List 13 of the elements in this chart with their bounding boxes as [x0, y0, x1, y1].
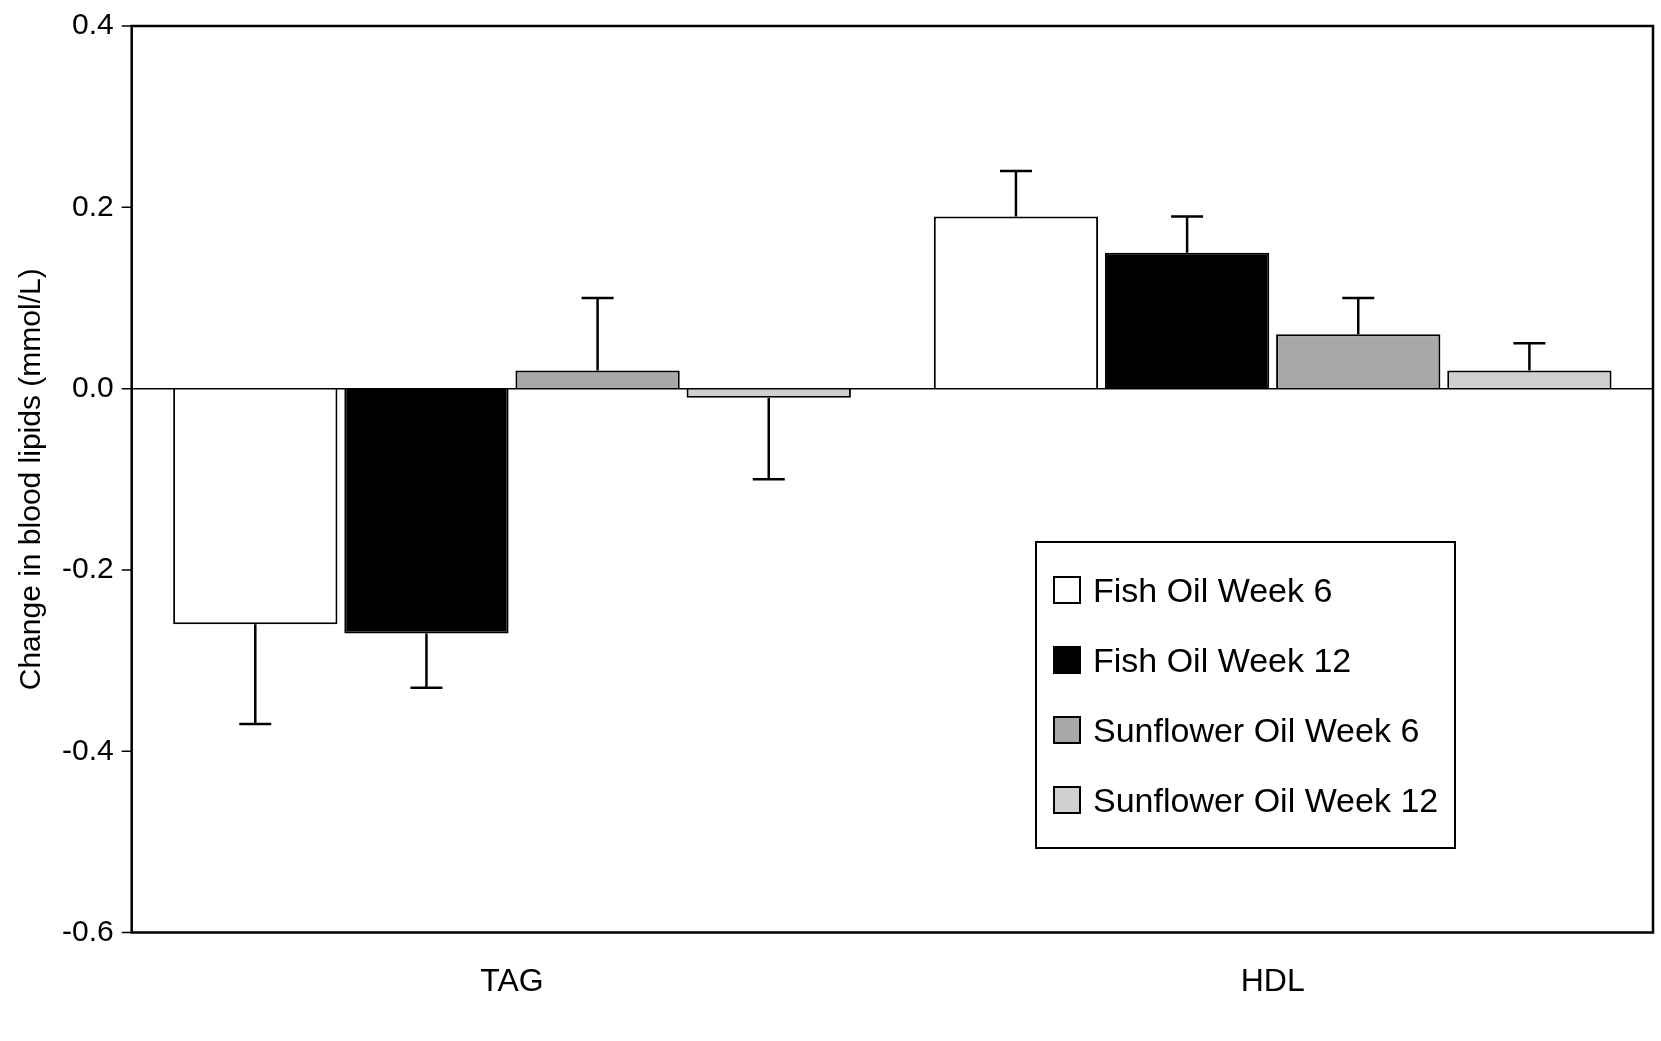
y-tick-label: -0.6 [61, 913, 114, 947]
x-tick-label: TAG [480, 961, 544, 998]
legend-label: Sunflower Oil Week 6 [1093, 710, 1420, 750]
x-tick-label: HDL [1240, 961, 1305, 998]
y-tick-label: -0.2 [61, 551, 114, 585]
legend-label: Fish Oil Week 12 [1093, 640, 1352, 680]
y-tick-label: 0.0 [71, 369, 114, 403]
y-axis-title: Change in blood lipids (mmol/L) [13, 268, 47, 691]
legend-label: Sunflower Oil Week 12 [1093, 780, 1439, 820]
y-tick-label: -0.4 [61, 732, 114, 766]
legend-label: Fish Oil Week 6 [1093, 570, 1333, 610]
y-tick-label: 0.4 [71, 7, 114, 41]
y-tick-label: 0.2 [71, 188, 114, 222]
